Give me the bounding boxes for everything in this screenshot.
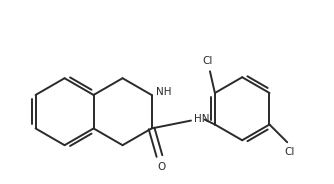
Text: NH: NH: [156, 87, 171, 97]
Text: HN: HN: [194, 114, 209, 124]
Text: Cl: Cl: [203, 56, 213, 66]
Text: O: O: [157, 162, 166, 172]
Text: Cl: Cl: [284, 147, 294, 157]
